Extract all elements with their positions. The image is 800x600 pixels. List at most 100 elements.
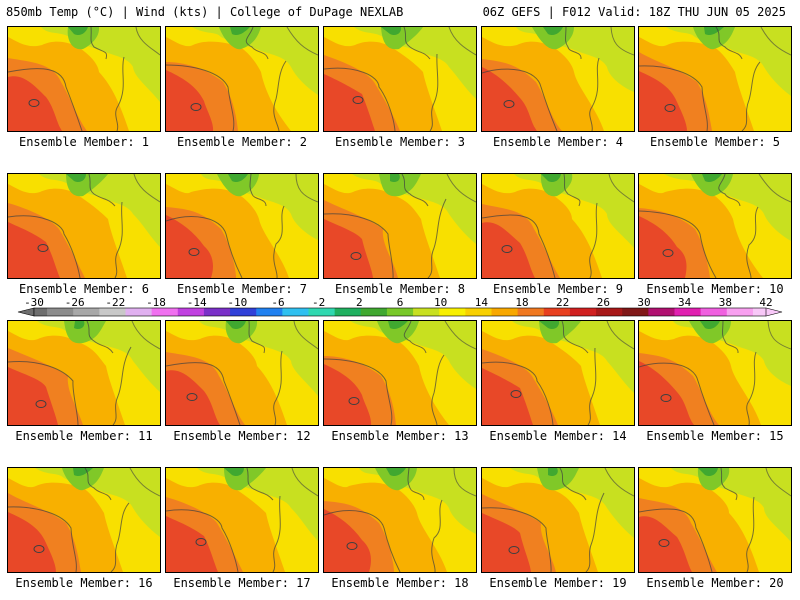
colorbar-swatch [73,308,87,316]
ensemble-map-panel [7,173,161,279]
colorbar-swatch [164,308,179,316]
ensemble-map-panel [7,26,161,132]
colorbar-swatch [400,308,414,316]
colorbar-swatch [739,308,754,316]
ensemble-member-label: Ensemble Member: 20 [646,576,784,590]
map-title: 850mb Temp (°C) | Wind (kts) | College o… [6,5,404,19]
colorbar-swatch [726,308,741,316]
colorbar-swatch [177,308,192,316]
colorbar-tick-label: -2 [312,296,325,309]
colorbar-swatch [661,308,675,316]
colorbar-swatch [426,308,440,316]
colorbar-swatch [648,308,662,316]
colorbar-tick-label: -10 [227,296,247,309]
colorbar-swatch [86,308,100,316]
colorbar-swatch [347,308,362,316]
colorbar-swatch [478,308,492,316]
colorbar-swatch [217,308,231,316]
colorbar-swatch [34,308,48,316]
colorbar-swatch [569,308,584,316]
colorbar-low-arrow [17,307,35,317]
colorbar-swatch [230,308,244,316]
colorbar-swatch [386,308,401,316]
ensemble-member-label: Ensemble Member: 6 [18,282,150,296]
colorbar-high-arrow [765,307,783,317]
colorbar-swatch [243,308,257,316]
colorbar-tick-label: -26 [65,296,85,309]
colorbar-swatch [321,308,336,316]
colorbar-swatch [491,308,506,316]
colorbar-swatch [530,308,545,316]
ensemble-member-label: Ensemble Member: 4 [492,135,624,149]
ensemble-member-label: Ensemble Member: 7 [176,282,308,296]
ensemble-map-panel [481,173,635,279]
temperature-colorbar: -30 -26 -22 -18 -14 -10 -6 -2 2 6 10 14 18 22 26 30 34 38… [17,296,783,317]
colorbar-swatch [151,308,166,316]
ensemble-member-label: Ensemble Member: 3 [334,135,466,149]
colorbar-frame [33,307,767,317]
ensemble-member-label: Ensemble Member: 11 [15,429,153,443]
colorbar-swatch [269,308,283,316]
colorbar-tick-label: -14 [187,296,207,309]
colorbar-swatch [282,308,296,316]
colorbar-swatch [99,308,113,316]
colorbar-tick-label: -30 [24,296,44,309]
ensemble-map-panel [323,173,477,279]
colorbar-tick-label: -6 [271,296,284,309]
colorbar-swatch [308,308,323,316]
colorbar-tick-label: 42 [759,296,772,309]
ensemble-member-label: Ensemble Member: 17 [173,576,311,590]
colorbar-swatch [622,308,636,316]
ensemble-map-panel [7,467,161,573]
ensemble-member-label: Ensemble Member: 5 [649,135,781,149]
colorbar-swatch [360,308,375,316]
colorbar-swatch [713,308,728,316]
ensemble-map-panel [638,26,792,132]
colorbar-tick-label: 26 [597,296,610,309]
colorbar-swatch [373,308,388,316]
ensemble-map-panel [165,26,319,132]
colorbar-swatch [439,308,453,316]
ensemble-member-label: Ensemble Member: 19 [489,576,627,590]
colorbar-swatch [60,308,74,316]
ensemble-map-panel [165,173,319,279]
ensemble-map-panel [7,320,161,426]
ensemble-member-label: Ensemble Member: 13 [331,429,469,443]
ensemble-map-panel [165,320,319,426]
colorbar-swatch [556,308,571,316]
ensemble-member-label: Ensemble Member: 16 [15,576,153,590]
colorbar-swatch [609,308,623,316]
ensemble-member-label: Ensemble Member: 1 [18,135,150,149]
colorbar-swatch [504,308,519,316]
colorbar-swatch [517,308,532,316]
colorbar-tick-label: 14 [475,296,489,309]
colorbar-swatch [583,308,597,316]
colorbar-swatch [125,308,140,316]
colorbar-swatch [543,308,558,316]
ensemble-map-panel [481,467,635,573]
ensemble-member-label: Ensemble Member: 2 [176,135,308,149]
colorbar-swatch [413,308,427,316]
ensemble-map-panel [638,467,792,573]
colorbar-swatch [752,308,767,316]
colorbar-swatch [674,308,689,316]
ensemble-map-panel [481,26,635,132]
ensemble-map-panel [323,467,477,573]
colorbar-tick-label: 38 [719,296,732,309]
colorbar-swatch [700,308,715,316]
colorbar-swatch [47,308,61,316]
colorbar-tick-label: 34 [678,296,692,309]
colorbar-tick-label: 10 [434,296,447,309]
colorbar-swatch [203,308,218,316]
colorbar-tick-label: 18 [515,296,528,309]
ensemble-member-label: Ensemble Member: 15 [646,429,784,443]
colorbar-tick-label: 30 [637,296,650,309]
ensemble-member-label: Ensemble Member: 8 [334,282,466,296]
colorbar-tick-label: -18 [146,296,166,309]
ensemble-member-label: Ensemble Member: 12 [173,429,311,443]
ensemble-map-panel [323,320,477,426]
colorbar-swatch [334,308,349,316]
ensemble-member-label: Ensemble Member: 14 [489,429,627,443]
ensemble-map-panel [323,26,477,132]
colorbar-swatch [596,308,610,316]
